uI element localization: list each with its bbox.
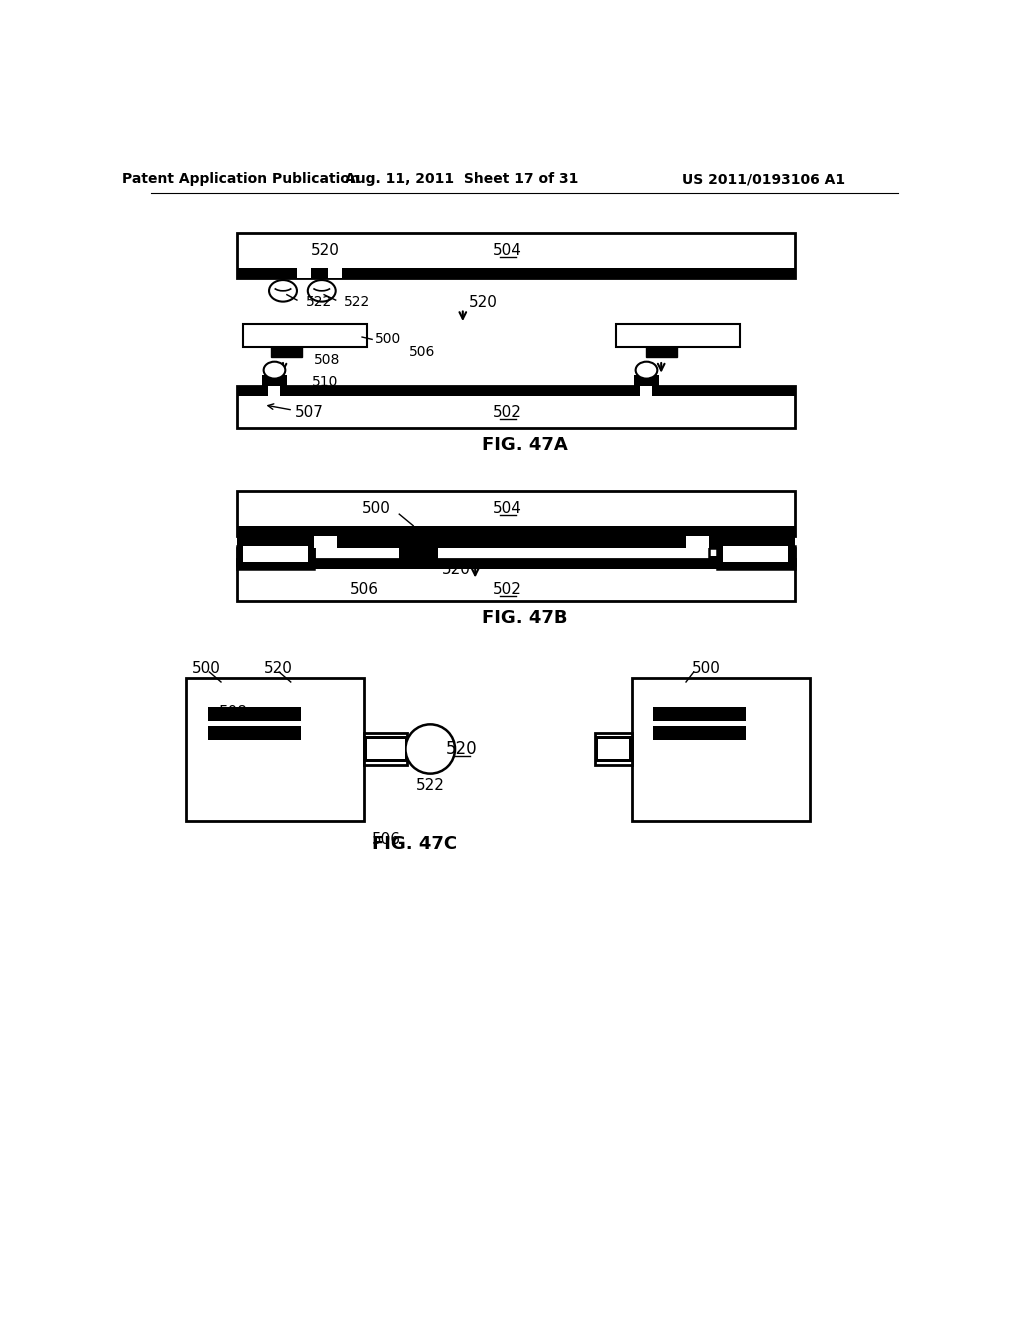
Text: US 2011/0193106 A1: US 2011/0193106 A1 bbox=[682, 172, 845, 186]
Bar bbox=[243, 323, 367, 347]
Bar bbox=[237, 268, 795, 277]
Ellipse shape bbox=[636, 362, 657, 379]
Bar bbox=[328, 268, 342, 277]
Bar bbox=[399, 548, 438, 558]
Bar bbox=[237, 385, 795, 428]
Text: Patent Application Publication: Patent Application Publication bbox=[122, 172, 359, 186]
Bar bbox=[640, 385, 652, 396]
Bar bbox=[243, 546, 308, 562]
Bar bbox=[717, 545, 795, 569]
Text: 507: 507 bbox=[295, 405, 324, 420]
Text: FIG. 47A: FIG. 47A bbox=[482, 436, 567, 454]
Bar bbox=[267, 385, 280, 396]
Text: 510: 510 bbox=[311, 375, 338, 388]
Bar bbox=[208, 706, 301, 721]
Text: 508: 508 bbox=[219, 705, 248, 721]
Text: 506: 506 bbox=[372, 833, 400, 847]
Bar bbox=[271, 347, 302, 358]
Bar bbox=[314, 536, 337, 548]
Bar bbox=[297, 268, 311, 277]
Bar bbox=[710, 548, 795, 565]
Bar bbox=[653, 726, 746, 739]
Bar bbox=[208, 726, 301, 739]
Bar bbox=[237, 558, 795, 569]
Text: 522: 522 bbox=[306, 296, 333, 309]
Text: 504: 504 bbox=[494, 502, 522, 516]
Ellipse shape bbox=[263, 362, 286, 379]
Bar bbox=[367, 739, 404, 759]
Text: 520: 520 bbox=[263, 660, 293, 676]
Bar bbox=[632, 678, 810, 821]
Bar bbox=[616, 323, 740, 347]
Text: Aug. 11, 2011  Sheet 17 of 31: Aug. 11, 2011 Sheet 17 of 31 bbox=[344, 172, 578, 186]
Bar bbox=[237, 545, 314, 569]
Bar bbox=[237, 536, 795, 548]
Text: 520: 520 bbox=[469, 294, 498, 310]
Bar bbox=[237, 558, 795, 601]
Bar bbox=[365, 733, 407, 766]
Text: 500: 500 bbox=[361, 502, 390, 516]
Text: 522: 522 bbox=[416, 779, 444, 793]
Bar bbox=[365, 737, 407, 762]
Text: 504: 504 bbox=[494, 243, 522, 259]
Text: 522: 522 bbox=[343, 296, 370, 309]
Text: 502: 502 bbox=[494, 405, 522, 420]
Bar bbox=[399, 554, 438, 569]
Bar bbox=[262, 375, 287, 385]
Bar bbox=[595, 737, 632, 762]
Text: 500: 500 bbox=[375, 333, 400, 346]
Text: 520: 520 bbox=[445, 741, 477, 758]
Bar bbox=[634, 375, 658, 385]
Ellipse shape bbox=[308, 280, 336, 302]
Text: FIG. 47B: FIG. 47B bbox=[482, 609, 567, 627]
Bar bbox=[237, 385, 795, 396]
Text: 520: 520 bbox=[442, 562, 471, 577]
Bar bbox=[237, 548, 314, 565]
Bar bbox=[237, 525, 795, 536]
Text: FIG. 47C: FIG. 47C bbox=[372, 834, 458, 853]
Bar bbox=[686, 536, 710, 548]
Bar bbox=[710, 557, 795, 565]
Bar bbox=[723, 546, 788, 562]
Text: 506: 506 bbox=[409, 346, 435, 359]
Circle shape bbox=[406, 725, 455, 774]
Bar bbox=[595, 733, 632, 766]
Bar bbox=[186, 678, 365, 821]
Bar bbox=[653, 706, 746, 721]
Ellipse shape bbox=[269, 280, 297, 302]
Text: 508: 508 bbox=[314, 354, 340, 367]
Text: 500: 500 bbox=[191, 660, 220, 676]
Text: 520: 520 bbox=[311, 243, 340, 259]
Bar bbox=[237, 557, 314, 565]
Bar bbox=[646, 347, 677, 358]
Text: 506: 506 bbox=[350, 582, 379, 597]
Text: 500: 500 bbox=[692, 660, 721, 676]
Bar bbox=[598, 739, 629, 759]
Bar bbox=[237, 491, 795, 536]
Text: 502: 502 bbox=[494, 582, 522, 597]
Bar bbox=[237, 234, 795, 277]
